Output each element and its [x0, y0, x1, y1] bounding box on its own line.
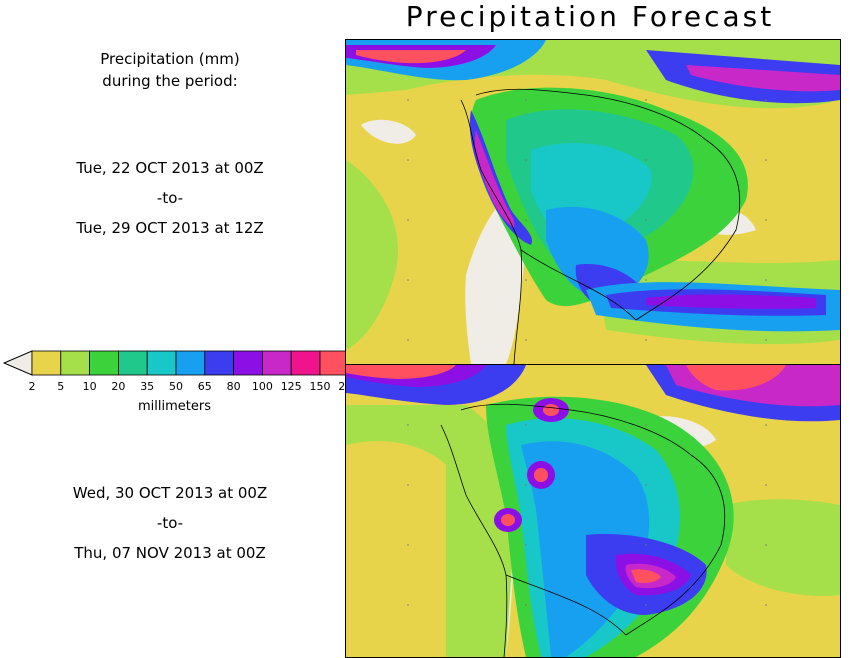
- legend-swatch: [233, 350, 263, 376]
- legend-swatch: [319, 350, 347, 376]
- dry-area: [361, 119, 416, 144]
- period-2-label: Wed, 30 OCT 2013 at 00Z -to- Thu, 07 NOV…: [0, 478, 340, 568]
- period-1-start: Tue, 22 OCT 2013 at 00Z: [76, 159, 264, 177]
- legend-tick-label: 35: [140, 380, 155, 393]
- legend-colorbar: [2, 350, 347, 376]
- legend-swatch: [60, 350, 90, 376]
- itcz-band: [356, 50, 466, 64]
- legend-tick-label: 5: [57, 380, 65, 393]
- legend-tick-label: 80: [226, 380, 241, 393]
- itcz-band: [346, 365, 456, 379]
- legend-tick-label: 65: [197, 380, 212, 393]
- period-1-end: Tue, 29 OCT 2013 at 12Z: [76, 219, 264, 237]
- coastline: [440, 403, 726, 657]
- itcz-band: [686, 65, 840, 92]
- legend-swatch: [290, 350, 321, 376]
- legend-units: millimeters: [138, 399, 211, 414]
- map-panel-period-2: [345, 364, 841, 658]
- legend-swatch: [175, 350, 206, 376]
- period-1-separator: -to-: [156, 189, 184, 207]
- precip-map-1: [346, 40, 840, 364]
- legend-below-range-arrow: [2, 350, 33, 376]
- header-line1: Precipitation (mm): [100, 50, 240, 68]
- rain-core: [631, 569, 661, 583]
- legend-tick-label: 2: [28, 380, 36, 393]
- period-2-end: Thu, 07 NOV 2013 at 00Z: [74, 544, 266, 562]
- itcz-band: [686, 365, 786, 391]
- period-1-label: Tue, 22 OCT 2013 at 00Z -to- Tue, 29 OCT…: [0, 153, 340, 243]
- header-line2: during the period:: [102, 72, 238, 90]
- legend-swatch: [118, 350, 148, 376]
- period-2-separator: -to-: [156, 514, 184, 532]
- legend-tick-label: 150: [309, 380, 331, 393]
- rain-core: [501, 514, 515, 526]
- legend-tick-label: 20: [111, 380, 126, 393]
- moist-band: [346, 160, 398, 350]
- color-legend: 25102035506580100125150200 millimeters: [2, 349, 359, 419]
- legend-swatch: [31, 350, 62, 376]
- lat-lon-grid: [407, 99, 767, 341]
- coastline: [460, 88, 741, 364]
- legend-tick-label: 10: [82, 380, 97, 393]
- lat-lon-grid: [407, 424, 767, 606]
- legend-swatch: [146, 350, 177, 376]
- rain-core: [543, 404, 559, 416]
- legend-swatch: [261, 350, 292, 376]
- andes-rain: [474, 130, 515, 228]
- period-2-start: Wed, 30 OCT 2013 at 00Z: [72, 484, 268, 502]
- andes-rain: [469, 110, 532, 245]
- chart-title: Precipitation Forecast: [405, 0, 775, 33]
- legend-tick-label: 50: [169, 380, 183, 393]
- frontal-band: [646, 294, 816, 309]
- moist-band: [346, 441, 446, 657]
- precip-map-2: [346, 365, 840, 657]
- rain-core: [534, 468, 548, 482]
- legend-swatch: [89, 350, 119, 376]
- moist-band: [726, 499, 840, 596]
- map-panel-period-1: [345, 39, 841, 365]
- legend-tick-label: 125: [280, 380, 302, 393]
- legend-tick-label: 100: [251, 380, 273, 393]
- legend-swatch: [204, 350, 235, 376]
- legend-header: Precipitation (mm) during the period:: [0, 48, 340, 92]
